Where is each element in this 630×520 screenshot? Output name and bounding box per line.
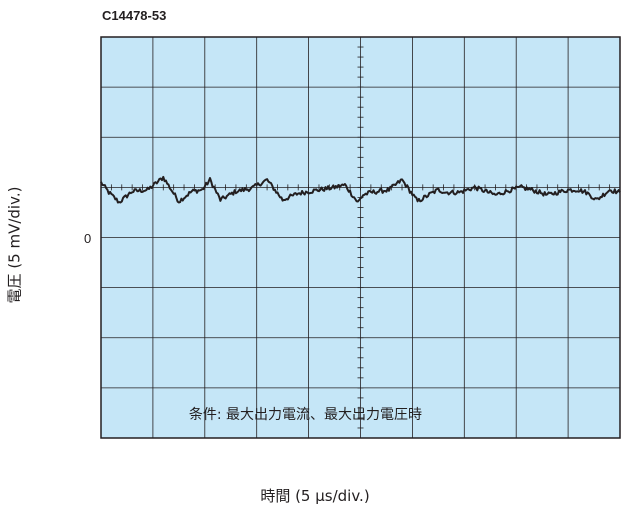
- plot-border: [100, 36, 621, 439]
- signal-trace: [100, 175, 621, 204]
- y-axis-label-text: 電圧 (5 mV/div.): [5, 186, 24, 304]
- condition-annotation: 条件: 最大出力電流、最大出力電圧時: [188, 407, 422, 423]
- chart-title: C14478-53: [102, 8, 167, 23]
- y-tick-label-zero: 0: [84, 231, 92, 246]
- center-ticks: [100, 36, 621, 439]
- grid-lines: [101, 37, 620, 438]
- x-axis-label: 時間 (5 µs/div.): [260, 487, 370, 505]
